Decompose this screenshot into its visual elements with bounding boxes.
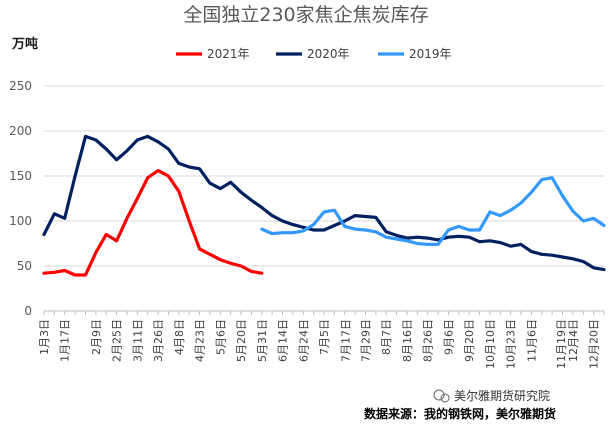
legend-label-2021年: 2021年 (207, 47, 250, 61)
y-tick-label: 150 (9, 169, 32, 183)
x-tick-label: 9月20日 (463, 319, 476, 362)
x-tick-label: 5月6日 (214, 319, 227, 355)
y-tick-label: 100 (9, 214, 32, 228)
y-tick-label: 50 (17, 259, 32, 273)
y-tick-label: 250 (9, 79, 32, 93)
x-tick-label: 3月11日 (131, 319, 144, 362)
chart-title: 全国独立230家焦企焦炭库存 (183, 4, 428, 26)
y-tick-label: 0 (24, 304, 32, 318)
legend: 2021年 2020年 2019年 (176, 47, 452, 61)
source-note: 数据来源：我的钢铁网，美尔雅期货 (364, 406, 556, 421)
y-axis-unit: 万吨 (11, 36, 38, 52)
series-line-2019年 (260, 176, 606, 246)
x-tick-label: 11月6日 (525, 319, 538, 362)
x-axis: 1月3日 1月17日 2月9日 2月25日 3月11日 3月26日 4月8日 4月23日 5月6… (38, 310, 605, 369)
x-tick-label: 6月24日 (297, 319, 310, 362)
watermark: 美尔雅期货研究院 (433, 388, 550, 403)
legend-label-2020年: 2020年 (307, 47, 350, 61)
wechat-icon-bubble (440, 393, 450, 403)
series-line-2020年 (42, 134, 606, 272)
x-tick-label: 7月5日 (318, 319, 331, 355)
y-tick-label: 200 (9, 124, 32, 138)
x-tick-label: 5月31日 (256, 319, 269, 362)
wechat-icon (433, 389, 445, 401)
x-tick-label: 9月6日 (442, 319, 455, 355)
x-tick-label: 3月26日 (152, 319, 165, 362)
x-tick-label: 7月29日 (359, 319, 372, 362)
legend-label-2019年: 2019年 (409, 47, 452, 61)
x-tick-label: 12月4日 (567, 319, 580, 362)
x-tick-label: 4月8日 (173, 319, 186, 355)
gridlines (44, 85, 604, 267)
x-tick-label: 6月14日 (277, 319, 290, 362)
x-tick-label: 1月17日 (59, 319, 72, 362)
x-tick-label: 4月23日 (194, 319, 207, 362)
watermark-text: 美尔雅期货研究院 (454, 388, 550, 403)
x-tick-label: 5月20日 (235, 319, 248, 362)
x-tick-label: 10月23日 (505, 319, 518, 369)
series-line-2021年 (42, 169, 264, 277)
x-tick-label: 12月20日 (588, 319, 601, 369)
x-tick-label: 8月7日 (380, 319, 393, 355)
x-tick-label: 8月16日 (401, 319, 414, 362)
x-tick-label: 8月26日 (422, 319, 435, 362)
x-tick-label: 2月25日 (111, 319, 124, 362)
series-lines (42, 134, 606, 277)
x-tick-label: 1月3日 (38, 319, 51, 355)
x-tick-label: 2月9日 (90, 319, 103, 355)
y-axis-ticks: 0 50 100 150 200 250 (9, 79, 32, 318)
x-tick-label: 7月17日 (340, 319, 353, 362)
x-tick-label: 11月19日 (555, 319, 568, 369)
x-tick-label: 10月10日 (484, 319, 497, 369)
